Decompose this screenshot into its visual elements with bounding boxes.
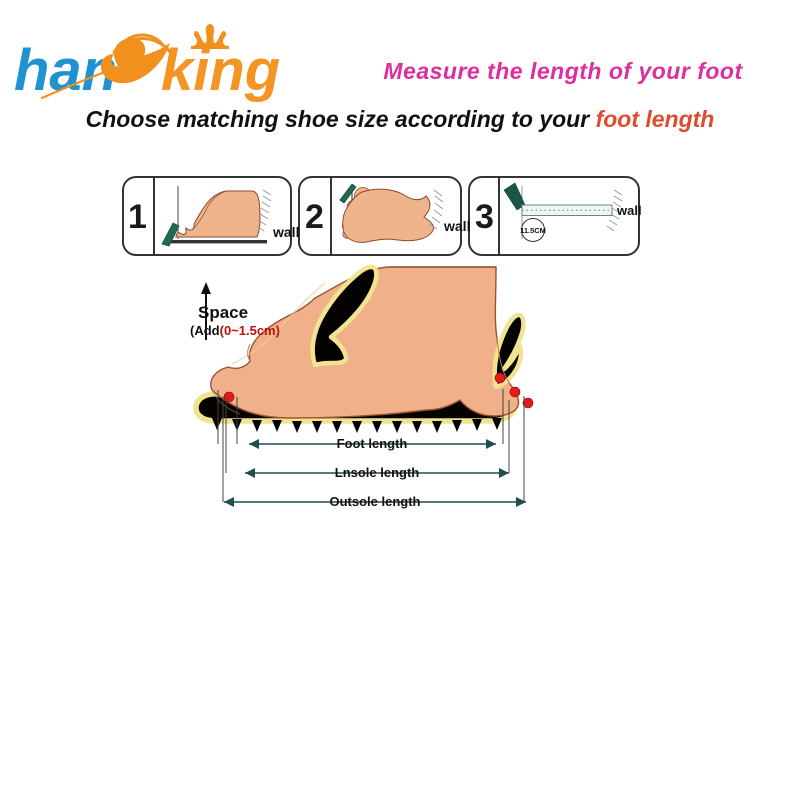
svg-text:11.5CM: 11.5CM: [520, 226, 546, 235]
svg-text:Lnsole length: Lnsole length: [335, 465, 420, 480]
svg-text:Outsole length: Outsole length: [330, 494, 421, 509]
